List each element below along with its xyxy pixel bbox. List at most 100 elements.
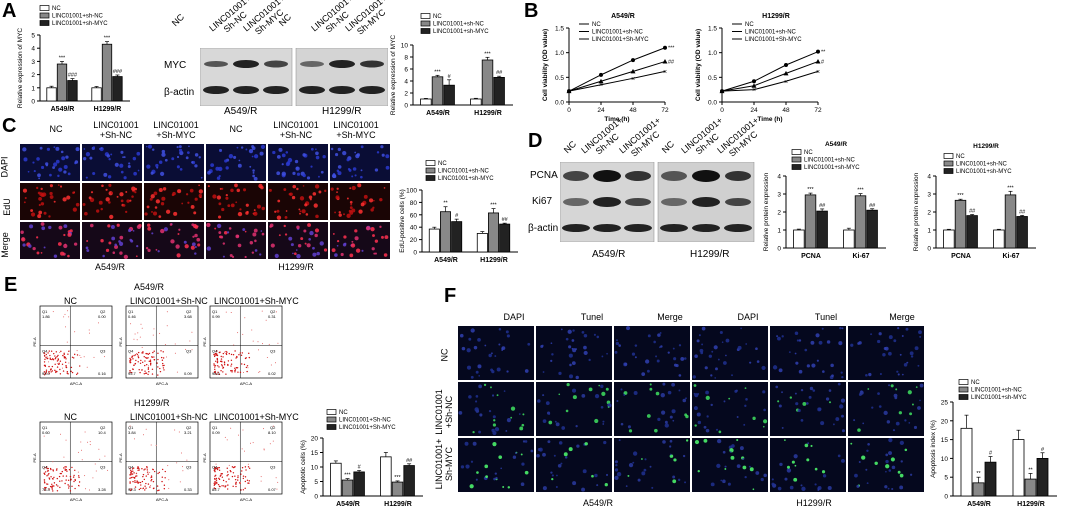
- bar: [91, 87, 102, 102]
- cell-dot: [644, 458, 647, 461]
- cell-dot: [858, 341, 862, 345]
- panel-letter-a: A: [2, 0, 17, 22]
- cell-dot: [43, 211, 47, 215]
- x-tick-label: A549/R: [426, 110, 450, 117]
- cell-dot: [542, 394, 545, 397]
- cell-dot: [252, 169, 255, 172]
- event-dot: [244, 487, 246, 490]
- cell-dot: [178, 145, 182, 149]
- cell-dot: [310, 165, 313, 168]
- micrograph-tile: [614, 326, 690, 380]
- event-dot: [135, 481, 137, 483]
- cell-dot: [672, 479, 677, 484]
- event-dot: [145, 363, 148, 366]
- event-dot: [245, 366, 248, 369]
- y-tick-label: 40: [410, 225, 418, 232]
- event-dot: [251, 329, 253, 331]
- cell-dot: [838, 341, 843, 346]
- quadrant-label: Q4: [128, 349, 134, 354]
- cell-dot: [510, 406, 516, 411]
- cell-dot: [237, 163, 242, 168]
- cell-dot: [646, 414, 651, 418]
- significance-label: ***: [807, 187, 814, 193]
- cell-dot: [600, 405, 604, 409]
- y-tick-label: 4: [927, 174, 931, 181]
- event-dot: [221, 361, 223, 363]
- x-tick-label: A549/R: [434, 257, 458, 264]
- event-dot: [236, 366, 238, 369]
- cell-dot: [334, 253, 338, 257]
- event-dot: [85, 488, 87, 490]
- cell-dot: [812, 389, 816, 392]
- cell-dot: [86, 249, 90, 252]
- event-dot: [147, 357, 149, 359]
- cell-dot: [886, 420, 891, 424]
- cell-dot: [572, 395, 577, 400]
- bar: [1016, 216, 1028, 249]
- cell-dot: [176, 155, 180, 159]
- event-dot: [94, 463, 96, 465]
- blot-label-myc: MYC: [164, 60, 187, 71]
- significance-label: ***: [957, 193, 964, 199]
- cell-dot: [563, 452, 568, 457]
- cell-dot: [85, 152, 91, 157]
- event-dot: [217, 483, 220, 486]
- cell-dot: [749, 361, 752, 364]
- cell-dot: [224, 159, 228, 163]
- event-dot: [89, 444, 91, 446]
- cell-dot: [343, 235, 347, 239]
- cell-dot: [883, 347, 887, 350]
- y-tick-label: 2: [927, 210, 931, 217]
- event-dot: [213, 371, 216, 373]
- cell-dot: [623, 394, 626, 396]
- event-dot: [146, 469, 149, 471]
- y-tick-label: 0.0: [555, 100, 564, 107]
- data-point: ×: [816, 69, 820, 76]
- chart-title: A549/R: [611, 13, 635, 20]
- event-dot: [215, 468, 217, 470]
- cell-dot: [804, 443, 809, 448]
- cell-dot: [879, 372, 882, 376]
- cell-dot: [673, 458, 677, 462]
- event-dot: [153, 350, 155, 352]
- cell-dot: [883, 410, 888, 416]
- event-dot: [242, 429, 244, 431]
- y-tick-label: 1: [777, 228, 781, 235]
- cell-dot: [283, 224, 286, 228]
- cell-dot: [810, 340, 815, 345]
- cell-dot: [703, 438, 708, 443]
- cell-dot: [614, 475, 619, 481]
- panel-letter-f: F: [444, 285, 457, 307]
- cell-dot: [57, 242, 62, 246]
- cell-dot: [755, 347, 758, 351]
- cell-dot: [908, 422, 911, 424]
- cell-dot: [705, 390, 709, 395]
- event-dot: [45, 372, 47, 374]
- event-dot: [132, 358, 134, 360]
- cell-dot: [177, 189, 182, 194]
- event-dot: [129, 361, 132, 364]
- flow-x-label: APC-A: [240, 381, 253, 386]
- cell-dot: [285, 210, 288, 212]
- event-dot: [151, 373, 154, 375]
- cell-dot: [493, 419, 496, 422]
- cell-dot: [284, 233, 288, 236]
- event-dot: [239, 352, 242, 354]
- panel-c-grid: NC LINC01001 +Sh-NC LINC01001 +Sh-MYC NC…: [0, 120, 392, 274]
- event-dot: [220, 358, 223, 360]
- cell-dot: [896, 370, 899, 373]
- blot-label: β-actin: [528, 223, 559, 234]
- event-dot: [266, 357, 268, 359]
- cell-dot: [632, 451, 638, 456]
- cell-dot: [295, 249, 298, 251]
- significance-label: ***: [857, 188, 864, 194]
- cell-dot: [815, 333, 820, 338]
- cell-dot: [233, 155, 237, 159]
- cell-dot: [337, 171, 342, 176]
- cell-dot: [634, 356, 637, 359]
- cell-dot: [628, 462, 634, 468]
- cell-dot: [723, 400, 726, 403]
- cell-dot: [225, 196, 229, 200]
- cell-dot: [75, 202, 80, 207]
- cell-dot: [302, 185, 305, 187]
